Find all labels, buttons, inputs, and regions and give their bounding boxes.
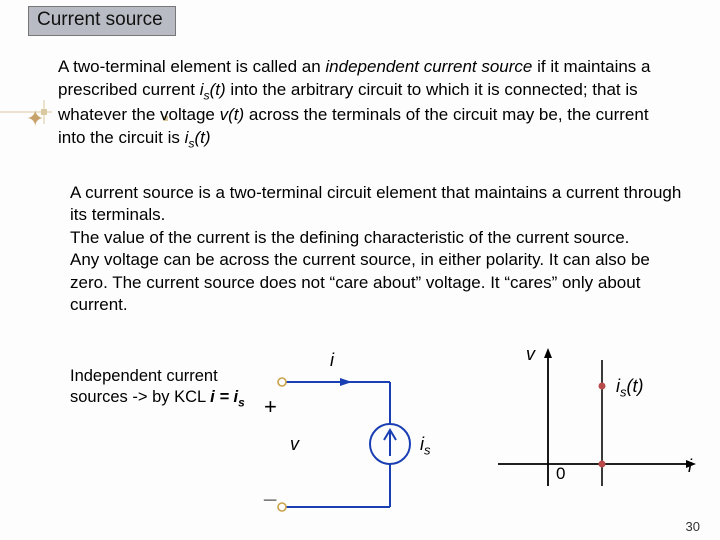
indep-eq-i: i = i (210, 388, 238, 406)
origin-label: 0 (556, 464, 565, 484)
terminal-bottom-icon (278, 503, 286, 511)
def-pre: A two-terminal element is called an (58, 57, 325, 76)
label-i: i (330, 350, 334, 371)
iv-graph: v i 0 is(t) (490, 346, 700, 526)
def-vt: v(t) (220, 105, 245, 124)
axis-v-label: v (526, 344, 535, 365)
definition-paragraph: A two-terminal element is called an inde… (58, 56, 678, 152)
indep-l1: Independent current (70, 367, 218, 385)
indep-l2a: sources -> by KCL (70, 388, 210, 406)
label-v: v (290, 434, 299, 455)
slide-title: Current source (28, 6, 176, 36)
bullet-icon: ✦ (26, 106, 44, 132)
curve-t: (t) (626, 376, 643, 396)
terminal-top-icon (278, 378, 286, 386)
graph-point-icon (599, 383, 606, 390)
label-plus: + (264, 394, 277, 420)
label-is-sub: s (424, 443, 430, 458)
body-p3: Any voltage can be across the current so… (70, 249, 688, 316)
page-number: 30 (686, 519, 700, 534)
def-emph: independent current source (325, 57, 537, 76)
label-minus: _ (264, 478, 276, 504)
independent-note: Independent current sources -> by KCL i … (70, 366, 270, 411)
graph-svg (490, 346, 700, 526)
body-p2: The value of the current is the defining… (70, 227, 688, 249)
body-paragraphs: A current source is a two-terminal circu… (70, 182, 688, 317)
def-is2-t: (t) (195, 128, 211, 147)
def-is1-t: (t) (210, 80, 226, 99)
circuit-diagram: i v + _ is (270, 352, 460, 527)
body-p1: A current source is a two-terminal circu… (70, 182, 688, 227)
arrow-current-icon (340, 378, 352, 386)
arrow-v-axis-icon (544, 348, 552, 358)
label-is: is (420, 434, 430, 458)
curve-label: is(t) (616, 376, 643, 400)
indep-eq-sub: s (238, 396, 245, 410)
graph-point-origin-icon (599, 461, 606, 468)
axis-i-label: i (688, 456, 692, 477)
